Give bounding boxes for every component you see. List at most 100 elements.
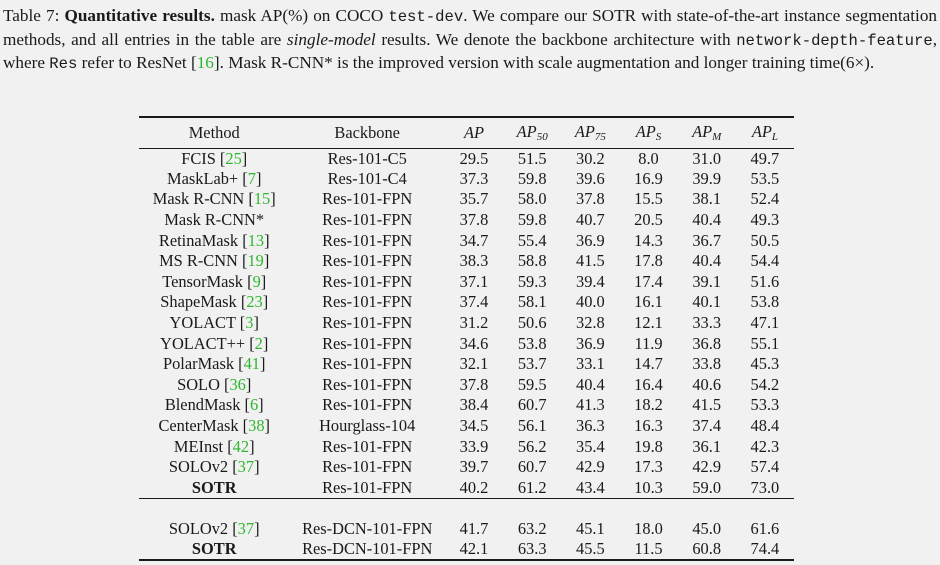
header-ap: AP [445, 117, 503, 148]
metric-cell: 41.7 [459, 518, 489, 538]
metric-cell: 45.3 [750, 354, 780, 374]
metric-cell: 63.3 [517, 539, 547, 559]
method-cell: SOTR [139, 478, 289, 499]
method-name: ShapeMask [160, 292, 237, 312]
caption-text: mask AP(%) on COCO [219, 6, 384, 25]
citation-link[interactable]: 23 [246, 292, 263, 312]
citation-link[interactable]: 3 [245, 313, 254, 333]
citation-link[interactable]: 9 [252, 271, 261, 291]
citation-link[interactable]: 36 [229, 374, 246, 394]
metric-cell: 60.7 [517, 457, 547, 477]
metric-cell: 59.0 [692, 477, 722, 497]
metric-cell: 36.3 [576, 416, 605, 436]
metric-cell: 14.7 [634, 354, 663, 374]
metric-cell: 40.0 [576, 292, 605, 312]
citation-link[interactable]: 42 [232, 436, 250, 456]
metric-cell: 33.3 [692, 313, 722, 333]
citation-link[interactable]: 25 [225, 148, 242, 168]
citation-link[interactable]: 37 [237, 518, 255, 538]
citation-link[interactable]: 6 [249, 395, 259, 415]
header-row: Method Backbone AP AP50 AP75 APS APM APL [139, 117, 794, 148]
header-apl: APL [736, 117, 794, 148]
method-name: BlendMask [164, 395, 241, 415]
method-name: MS R-CNN [159, 251, 238, 271]
metric-cell: 33.9 [459, 436, 489, 456]
metric-cell: 37.1 [459, 271, 489, 291]
method-name: Mask R-CNN [152, 189, 245, 209]
metric-cell: 36.1 [692, 436, 722, 456]
metric-cell: 15.5 [634, 189, 663, 209]
metric-cell: 14.3 [634, 230, 663, 250]
citation-link[interactable]: 2 [254, 333, 263, 353]
method-cell: SOLOv2 [37] [168, 518, 260, 538]
metric-cell: 58.0 [517, 189, 547, 209]
caption-code: network-depth-feature [736, 31, 933, 50]
method-cell: BlendMask [6] [164, 395, 264, 415]
citation-link[interactable]: 38 [248, 416, 265, 436]
metric-cell: 40.7 [576, 210, 605, 230]
metric-cell: 38.1 [692, 189, 722, 209]
metric-cell: 59.3 [517, 271, 547, 291]
method-name: SOTR [191, 539, 237, 559]
header-sub: S [655, 131, 662, 144]
header-sub: M [712, 131, 722, 144]
header-ap-label: AP [574, 122, 595, 142]
metric-cell: 16.3 [634, 416, 663, 436]
metric-cell: 41.5 [576, 251, 605, 271]
table-row: SOTR Res-DCN-101-FPN 42.1 63.3 45.5 11.5 60.8 7… [139, 539, 794, 560]
header-sub: L [771, 131, 778, 144]
backbone-cell: Res-101-FPN [322, 292, 413, 312]
metric-cell: 42.1 [459, 539, 489, 559]
header-aps: APS [619, 117, 677, 148]
metric-cell: 35.7 [459, 189, 489, 209]
citation-link[interactable]: 37 [237, 457, 255, 477]
caption-text: . We compare our SOTR with state-of-the-… [3, 6, 938, 49]
metric-cell: 60.7 [517, 395, 547, 415]
header-ap75: AP75 [561, 117, 619, 148]
backbone-cell: Res-101-FPN [322, 230, 413, 250]
header-apm: APM [678, 117, 736, 148]
citation-link[interactable]: 13 [247, 230, 265, 250]
metric-cell: 45.5 [576, 539, 605, 559]
citation-link[interactable]: 41 [243, 354, 260, 374]
metric-cell: 54.2 [750, 374, 780, 394]
metric-cell: 37.8 [576, 189, 605, 209]
backbone-cell: Res-101-FPN [322, 374, 413, 394]
citation-link[interactable]: 15 [253, 189, 271, 209]
metric-cell: 17.8 [634, 251, 663, 271]
metric-cell: 17.4 [634, 271, 663, 291]
table-gap [139, 498, 794, 519]
backbone-cell: Res-101-FPN [322, 210, 413, 230]
metric-cell: 39.9 [692, 168, 722, 188]
metric-cell: 18.2 [634, 395, 663, 415]
backbone-cell: Res-101-FPN [322, 189, 413, 209]
citation-link[interactable]: 19 [247, 251, 264, 271]
table-row: MEInst [42] Res-101-FPN 33.9 56.2 35.4 19.8 36… [139, 436, 794, 457]
method-name: SOLOv2 [168, 457, 229, 477]
metric-cell: 40.1 [692, 292, 722, 312]
table-caption: Table 7: Quantitative results. mask AP(%… [3, 5, 937, 76]
metric-cell: 37.4 [459, 292, 489, 312]
metric-cell: 74.4 [750, 539, 780, 559]
caption-text: results. We denote the backbone architec… [381, 29, 731, 49]
table-row: FCIS [25] Res-101-C5 29.5 51.5 30.2 8.0 31.0 49… [139, 148, 794, 169]
metric-cell: 51.5 [517, 148, 547, 168]
table-row: SOTR Res-101-FPN 40.2 61.2 43.4 10.3 59.0 73.0 [139, 478, 794, 499]
method-name: CenterMask [158, 416, 239, 436]
metric-cell: 31.0 [692, 148, 722, 168]
metric-cell: 37.8 [459, 374, 489, 394]
metric-cell: 52.4 [750, 189, 780, 209]
metric-cell: 43.4 [576, 477, 605, 497]
citation-link[interactable]: 16 [196, 53, 214, 72]
metric-cell: 34.5 [459, 416, 489, 436]
method-cell: SOLO [36] [177, 374, 252, 394]
header-backbone: Backbone [334, 122, 400, 142]
table-row: BlendMask [6] Res-101-FPN 38.4 60.7 41.3 18.2… [139, 395, 794, 416]
table-row: Mask R-CNN* Res-101-FPN 37.8 59.8 40.7 20.5 40… [139, 210, 794, 231]
metric-cell: 35.4 [576, 436, 605, 456]
method-cell: MEInst [42] [173, 436, 255, 456]
metric-cell: 41.5 [692, 395, 722, 415]
metric-cell: 58.8 [517, 251, 547, 271]
citation-link[interactable]: 7 [247, 168, 256, 188]
table-row: TensorMask [9] Res-101-FPN 37.1 59.3 39.4 17.… [139, 272, 794, 293]
